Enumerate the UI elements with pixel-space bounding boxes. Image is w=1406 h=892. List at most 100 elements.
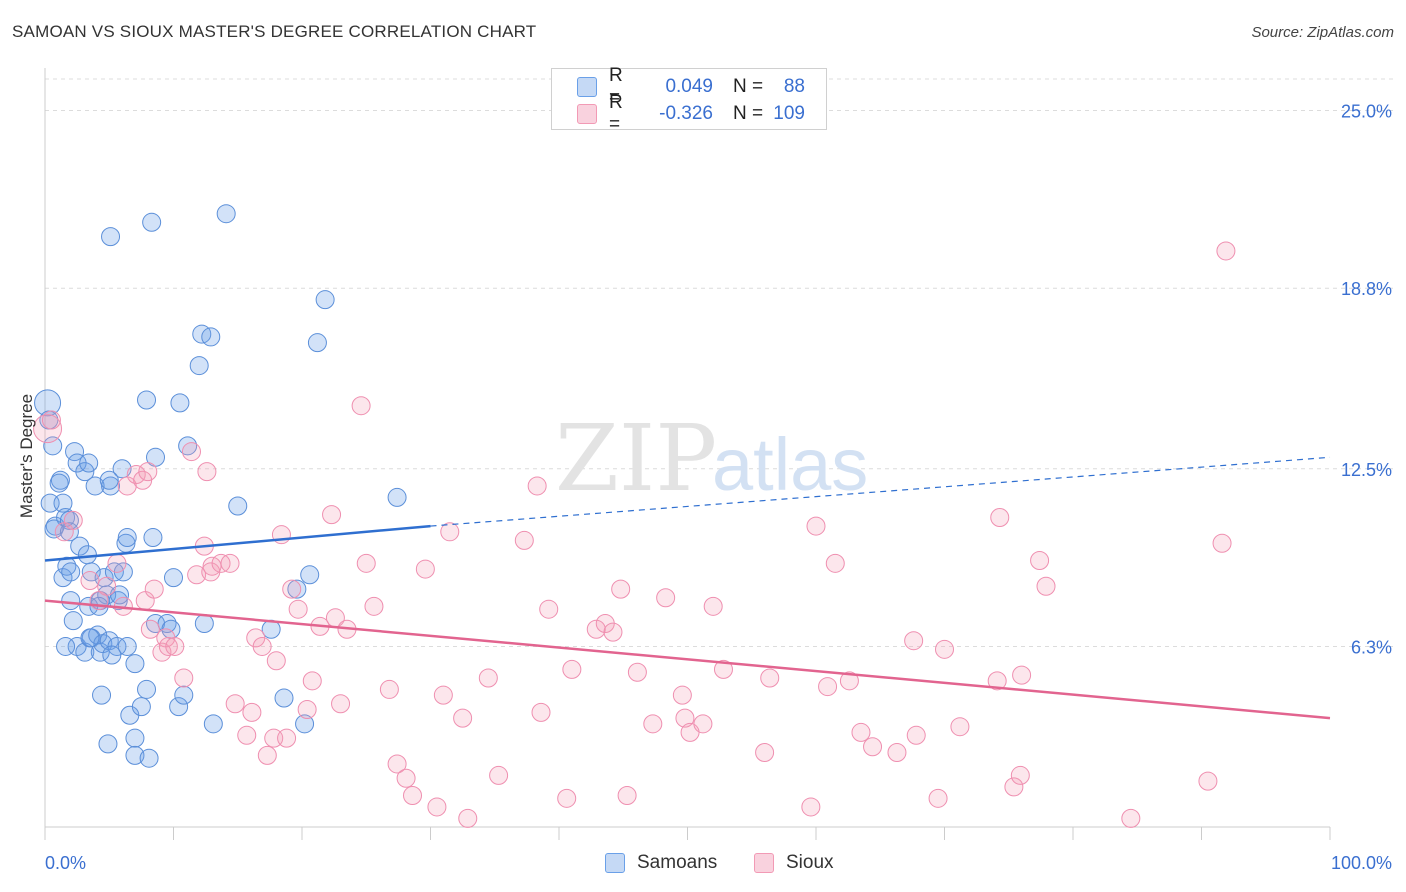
samoans-point (65, 442, 85, 462)
samoans-point (102, 645, 122, 665)
sioux-point (165, 636, 185, 656)
sioux-point (351, 396, 371, 416)
sioux-point (1012, 665, 1032, 685)
sioux-point (825, 553, 845, 573)
sioux-point (458, 808, 478, 828)
sioux-point (1198, 771, 1218, 791)
samoans-point (216, 204, 236, 224)
samoans-point (274, 688, 294, 708)
sioux-point (611, 579, 631, 599)
series-swatch-samoans (605, 853, 625, 873)
samoans-point (79, 453, 99, 473)
samoans-point (56, 507, 76, 527)
sioux-point (818, 677, 838, 697)
samoans-trend-line (44, 524, 431, 562)
series-legend-samoans: Samoans (605, 852, 717, 874)
samoans-point (59, 522, 79, 542)
samoans-point (178, 436, 198, 456)
samoans-point (164, 568, 183, 588)
legend-n-value: 88 (783, 76, 805, 97)
sioux-point (396, 768, 416, 788)
sioux-point (928, 788, 948, 808)
x-tick-label-min: 0.0% (45, 853, 86, 873)
sioux-point (839, 671, 859, 691)
samoans-point (63, 611, 83, 631)
sioux-point (713, 659, 733, 679)
samoans-point (137, 390, 157, 410)
samoans-trend-extension (430, 456, 1331, 527)
y-tick-label: 18.8% (1341, 279, 1392, 299)
sioux-point (562, 659, 582, 679)
sioux-point (322, 505, 342, 525)
legend-n-value: 109 (773, 103, 805, 124)
samoans-point (98, 734, 118, 754)
sioux-point (356, 553, 376, 573)
samoans-point (61, 562, 81, 582)
sioux-point (252, 636, 272, 656)
legend-r-value: -0.326 (659, 103, 713, 124)
sioux-point (1030, 550, 1050, 570)
sioux-point (617, 785, 637, 805)
legend-swatch-samoans (577, 77, 597, 97)
sioux-point (656, 588, 676, 608)
samoans-point (77, 545, 97, 565)
legend-r-label: R = (609, 92, 623, 135)
y-axis-label: Master's Degree (17, 394, 36, 518)
sioux-point (297, 699, 317, 719)
samoans-point (142, 212, 162, 232)
sioux-point (140, 619, 160, 639)
samoans-point (53, 568, 73, 588)
sioux-point (266, 651, 286, 671)
sioux-point (181, 442, 201, 462)
sioux-point (906, 725, 926, 745)
legend-row-sioux: R = -0.326 N = 109 (577, 92, 805, 135)
sioux-point (703, 596, 723, 616)
samoans-point (125, 728, 145, 748)
sioux-point (806, 516, 826, 536)
sioux-point (801, 797, 821, 817)
sioux-point (237, 725, 257, 745)
samoans-point (131, 697, 151, 717)
sioux-point (557, 788, 577, 808)
sioux-point (277, 728, 297, 748)
sioux-point (887, 742, 907, 762)
watermark-zip: ZIP (555, 405, 717, 512)
sioux-point (1004, 777, 1024, 797)
watermark: ZIP atlas (555, 405, 868, 512)
sioux-point (527, 476, 547, 496)
series-swatch-sioux (754, 853, 774, 873)
samoans-point (117, 528, 137, 548)
sioux-point (950, 717, 970, 737)
samoans-point (137, 679, 157, 699)
samoans-point (99, 470, 119, 490)
sioux-point (514, 530, 534, 550)
samoans-point (194, 614, 214, 634)
sioux-point (539, 599, 559, 619)
sioux-point (531, 702, 551, 722)
sioux-point (1036, 576, 1056, 596)
samoans-point (99, 631, 119, 651)
samoans-point (49, 473, 69, 493)
sioux-point (755, 742, 775, 762)
sioux-point (603, 622, 623, 642)
y-tick-label: 6.3% (1351, 637, 1392, 657)
legend-swatch-sioux (577, 104, 597, 124)
sioux-point (387, 754, 407, 774)
samoans-point (43, 436, 63, 456)
samoans-point (125, 745, 145, 765)
sioux-point (242, 702, 262, 722)
samoans-point (53, 493, 73, 513)
samoans-point (203, 714, 223, 734)
sioux-point (433, 685, 453, 705)
sioux-point (257, 745, 277, 765)
legend-r-value: 0.049 (665, 76, 713, 97)
sioux-point (415, 559, 435, 579)
sioux-point (1121, 808, 1141, 828)
series-legend-sioux: Sioux (754, 852, 834, 874)
sioux-point (1212, 533, 1232, 553)
legend-n-label: N = (733, 103, 764, 124)
legend-row-samoans: R = 0.049 N = 88 (577, 65, 805, 108)
samoans-point (34, 389, 62, 417)
sioux-point (288, 599, 308, 619)
sioux-point (1216, 241, 1236, 261)
